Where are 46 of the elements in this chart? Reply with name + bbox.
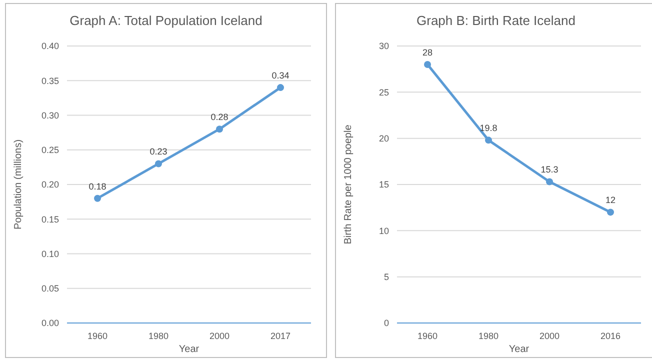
point — [485, 136, 492, 144]
point — [155, 160, 162, 168]
data-label: 12 — [605, 195, 616, 206]
y-tick-label: 30 — [378, 41, 389, 52]
y-tick-label: 0.20 — [41, 180, 59, 190]
y-tick-label: 0.35 — [41, 76, 59, 86]
data-label: 15.3 — [540, 164, 558, 175]
y-tick-label: 0 — [384, 318, 389, 328]
x-tick-label: 2000 — [209, 331, 230, 341]
x-axis-title: Year — [508, 344, 530, 355]
y-tick-label: 15 — [378, 180, 389, 190]
point — [216, 126, 223, 133]
y-tick-label: 25 — [378, 87, 389, 98]
chart-title: Graph A: Total Population Iceland — [70, 13, 262, 28]
x-tick-label: 1960 — [87, 331, 108, 341]
y-tick-label: 0.30 — [41, 110, 59, 120]
data-label: 0.23 — [150, 146, 168, 157]
y-tick-label: 20 — [378, 133, 389, 144]
data-label: 19.8 — [480, 123, 498, 134]
data-label: 0.18 — [88, 181, 106, 192]
point — [94, 194, 101, 202]
y-tick-label: 0.10 — [41, 248, 59, 259]
y-tick-label: 0.15 — [41, 214, 59, 224]
y-tick-label: 10 — [378, 226, 389, 236]
data-label: 28 — [422, 47, 433, 58]
y-tick-label: 0.05 — [41, 284, 59, 294]
x-axis-title: Year — [178, 344, 200, 355]
point — [277, 84, 284, 92]
data-label: 0.34 — [272, 70, 290, 81]
x-tick-label: 1960 — [417, 331, 438, 341]
x-tick-label: 2000 — [539, 331, 560, 341]
x-tick-label: 1980 — [148, 331, 169, 341]
data-label: 0.28 — [210, 112, 228, 122]
y-axis-title: Population (millions) — [13, 139, 24, 230]
x-tick-label: 2017 — [270, 331, 291, 341]
chart-title: Graph B: Birth Rate Iceland — [416, 13, 576, 28]
y-tick-label: 0.25 — [41, 145, 59, 156]
y-tick-label: 0.40 — [41, 41, 59, 52]
y-tick-label: 5 — [384, 272, 389, 282]
point — [424, 60, 431, 68]
point — [607, 208, 614, 216]
x-tick-label: 1980 — [478, 331, 499, 341]
y-tick-label: 0.00 — [41, 318, 59, 328]
x-tick-label: 2016 — [600, 331, 621, 341]
y-axis-title: Birth Rate per 1000 poeple — [343, 124, 354, 244]
point — [546, 178, 553, 186]
